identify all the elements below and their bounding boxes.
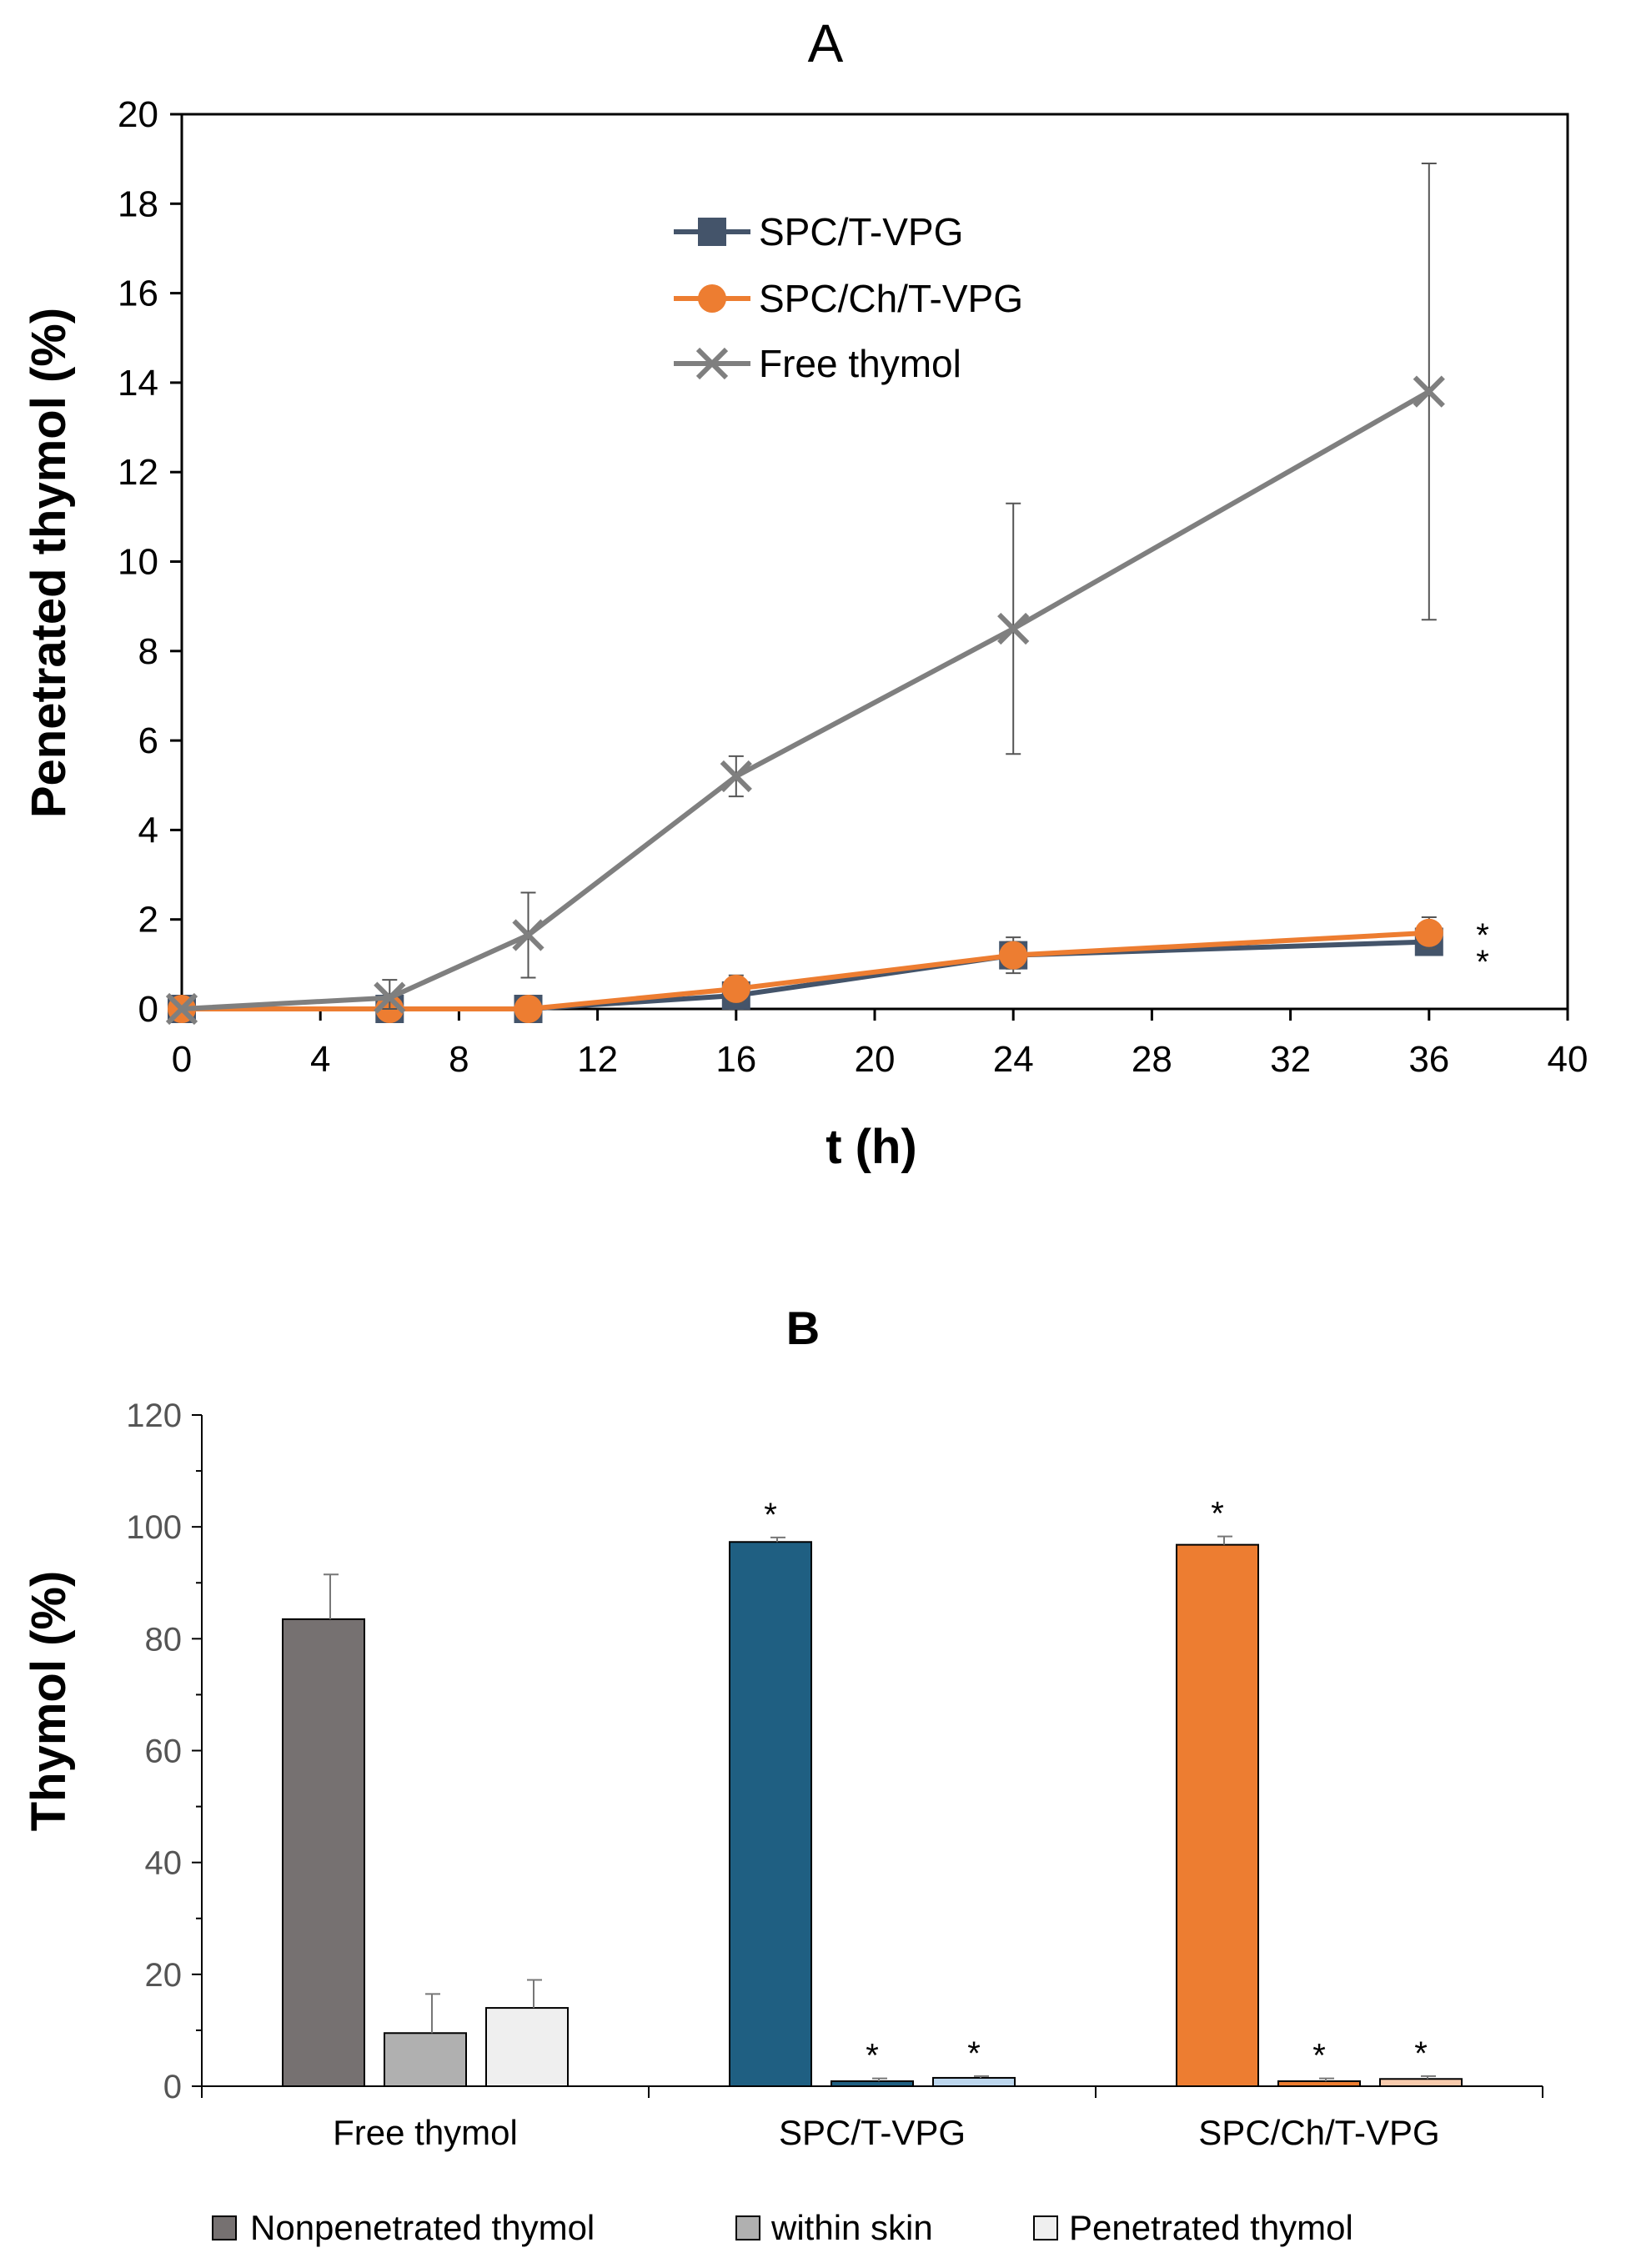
error-bar xyxy=(1217,1535,1232,1545)
data-point xyxy=(512,919,545,951)
series-line xyxy=(182,930,1429,1011)
chart-a-series-spc-ch-t-vpg xyxy=(168,916,1443,1023)
chart-b-y-tick-label: 40 xyxy=(145,1845,183,1882)
legend-swatch xyxy=(1033,2215,1058,2240)
chart-a-x-tick-label: 40 xyxy=(1548,1039,1588,1080)
chart-a-x-tick-label: 0 xyxy=(172,1039,192,1080)
significance-star: * xyxy=(1211,1496,1224,1533)
chart-a-x-tick-label: 28 xyxy=(1132,1039,1172,1080)
chart-b-y-axis: 0 20 40 60 80 100 120 xyxy=(126,1397,203,2105)
significance-star: * xyxy=(967,2035,981,2072)
series-line xyxy=(181,389,1431,1011)
chart-a-y-tick-label: 18 xyxy=(118,183,158,224)
significance-star: * xyxy=(1414,2035,1428,2072)
legend-label: Nonpenetrated thymol xyxy=(250,2208,595,2247)
chart-a-x-tick-label: 16 xyxy=(715,1039,756,1080)
bar xyxy=(1277,2080,1361,2087)
chart-b-y-axis-label: Thymol (%) xyxy=(22,1571,76,1832)
chart-a-legend: SPC/T-VPG SPC/Ch/T-VPG Free thymol xyxy=(674,210,1023,385)
chart-a-x-tick-label: 36 xyxy=(1408,1039,1449,1080)
error-bar xyxy=(770,1536,785,1543)
chart-a-x-tick-label: 32 xyxy=(1270,1039,1311,1080)
chart-b-x-axis: Free thymol SPC/T-VPG SPC/Ch/T-VPG xyxy=(201,2085,1543,2152)
chart-a-y-tick-label: 4 xyxy=(138,810,158,850)
chart-a-y-tick-label: 20 xyxy=(118,94,158,135)
legend-marker xyxy=(695,347,729,380)
chart-a-x-tick-label: 20 xyxy=(855,1039,896,1080)
chart-b-y-tick-label: 20 xyxy=(145,1957,183,1994)
chart-b-legend: Nonpenetrated thymol within skin Penetrate… xyxy=(212,2208,1353,2247)
bar xyxy=(932,2076,1016,2087)
data-point xyxy=(165,992,198,1026)
chart-a-y-axis-label: Penetrated thymol (%) xyxy=(22,308,76,818)
chart-b-y-tick-label: 60 xyxy=(145,1734,183,1770)
chart-b-y-tick-label: 120 xyxy=(126,1397,182,1434)
legend-label: SPC/T-VPG xyxy=(759,210,963,253)
bar xyxy=(1176,1543,1259,2087)
chart-a-x-tick-label: 8 xyxy=(449,1039,469,1080)
legend-marker xyxy=(698,284,726,313)
bar xyxy=(831,2080,914,2087)
data-point xyxy=(514,995,543,1023)
chart-b-category-label: Free thymol xyxy=(333,2113,518,2152)
significance-star: * xyxy=(764,1497,777,1533)
error-bar xyxy=(1421,2075,1436,2080)
legend-label: within skin xyxy=(770,2208,933,2247)
chart-a-y-tick-label: 10 xyxy=(118,542,158,583)
chart-b-y-tick-label: 100 xyxy=(126,1509,182,1546)
chart-b-category-label: SPC/T-VPG xyxy=(779,2113,966,2152)
chart-b-y-tick-label: 0 xyxy=(163,2069,182,2105)
data-point xyxy=(720,760,752,793)
bar xyxy=(485,2007,569,2087)
legend-swatch xyxy=(212,2215,237,2240)
chart-b-bars: * * * * * * xyxy=(282,1496,1463,2087)
legend-swatch xyxy=(735,2215,760,2240)
data-point xyxy=(1413,375,1445,408)
legend-label: Free thymol xyxy=(759,342,961,385)
bar xyxy=(1379,2078,1463,2087)
chart-b-y-tick-label: 80 xyxy=(145,1621,183,1658)
significance-star: * xyxy=(866,2038,879,2075)
chart-a-x-tick-label: 4 xyxy=(310,1039,330,1080)
chart-a-x-tick-label: 12 xyxy=(577,1039,618,1080)
error-bar xyxy=(425,1993,440,2034)
data-point xyxy=(374,981,406,1014)
error-bar xyxy=(324,1573,339,1619)
data-point xyxy=(721,974,750,1003)
chart-a-y-tick-label: 12 xyxy=(118,452,158,493)
chart-a-x-tick-label: 24 xyxy=(993,1039,1034,1080)
error-bar xyxy=(1319,2077,1334,2081)
chart-a-y-axis: 0 2 4 6 8 10 12 14 16 18 20 xyxy=(118,94,182,1030)
chart-a-y-tick-label: 14 xyxy=(118,363,158,404)
bar xyxy=(282,1618,365,2087)
chart-a-title: A xyxy=(808,13,844,73)
chart-a-y-tick-label: 2 xyxy=(138,900,158,941)
chart-a-series xyxy=(165,163,1445,1026)
data-point xyxy=(1414,918,1443,947)
chart-a-y-tick-label: 0 xyxy=(138,989,158,1030)
chart-a-x-axis-label: t (h) xyxy=(826,1120,917,1174)
chart-b: B 0 20 40 60 80 100 120 Free thymol SPC/T-VPG SP… xyxy=(22,1302,1543,2247)
chart-a-y-tick-label: 8 xyxy=(138,631,158,672)
significance-star: * xyxy=(1312,2038,1326,2075)
error-bar xyxy=(527,1979,542,2009)
bar xyxy=(729,1541,812,2087)
chart-a-annotation-star: * xyxy=(1476,944,1489,981)
legend-marker xyxy=(698,218,726,246)
bar xyxy=(384,2032,467,2087)
chart-a-y-tick-label: 16 xyxy=(118,273,158,314)
chart-a-series-free-thymol xyxy=(165,163,1445,1026)
legend-label: SPC/Ch/T-VPG xyxy=(759,277,1023,320)
chart-a-annotation-star: * xyxy=(1476,917,1489,954)
chart-b-title: B xyxy=(786,1302,820,1354)
data-point xyxy=(999,941,1028,970)
chart-a-y-tick-label: 6 xyxy=(138,720,158,761)
error-bar xyxy=(974,2075,989,2078)
chart-b-category-label: SPC/Ch/T-VPG xyxy=(1198,2113,1439,2152)
error-bar xyxy=(872,2077,887,2081)
data-point xyxy=(997,612,1030,645)
legend-label: Penetrated thymol xyxy=(1069,2208,1353,2247)
